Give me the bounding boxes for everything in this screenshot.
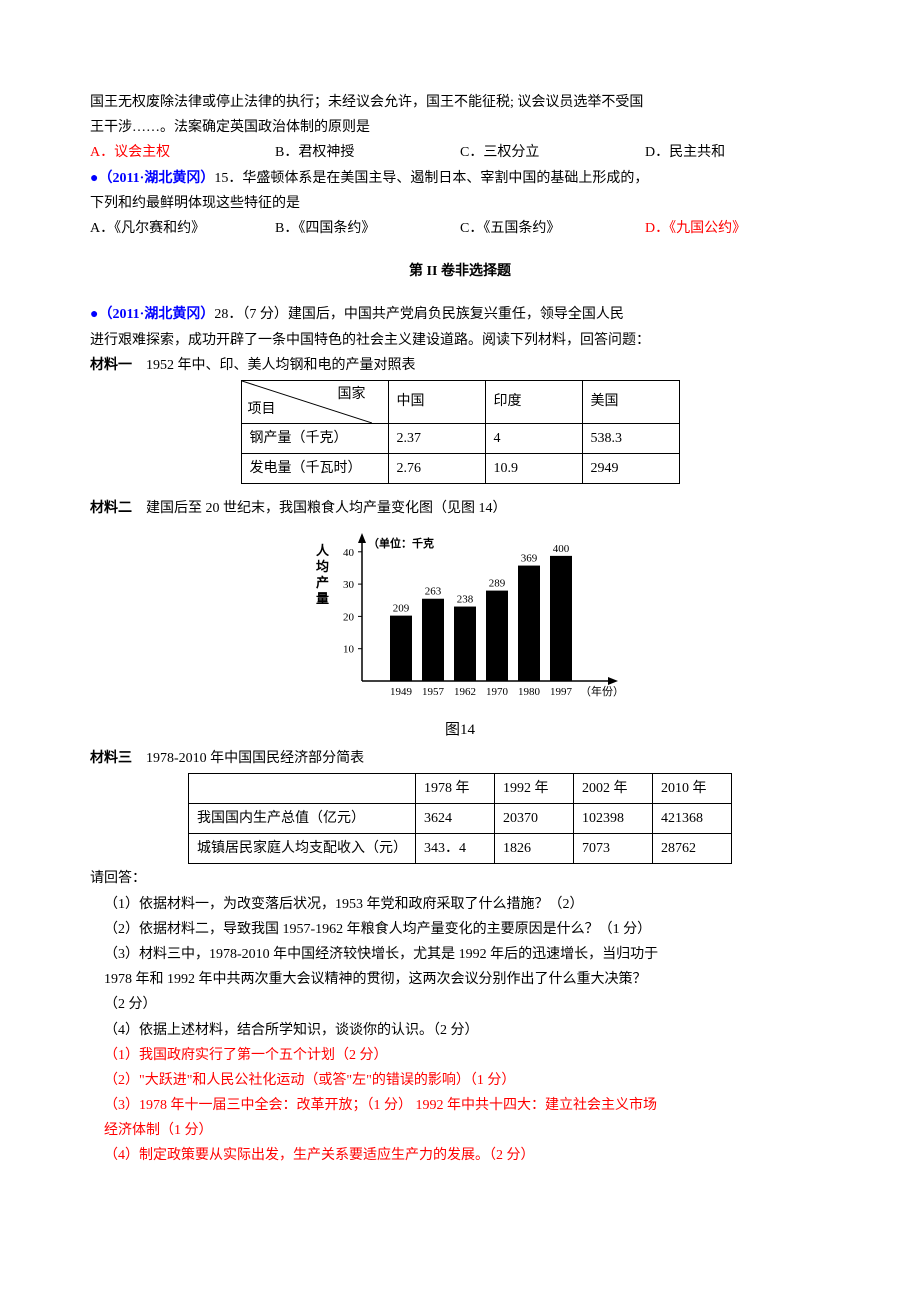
svg-text:1980: 1980 xyxy=(518,686,541,698)
chart-container: 10 20 30 40 人均产量 （单位：千克 209 1949 263 1957 238 1962 2… xyxy=(90,527,830,743)
m1-title: 1952 年中、印、美人均钢和电的产量对照表 xyxy=(146,358,416,373)
svg-text:20: 20 xyxy=(343,612,355,624)
grain-chart: 10 20 30 40 人均产量 （单位：千克 209 1949 263 1957 238 1962 2… xyxy=(300,527,620,707)
intro-opt-b: B．君权神授 xyxy=(275,140,460,165)
question-line: （3）材料三中，1978-2010 年中国经济较快增长，尤其是 1992 年后的… xyxy=(90,942,830,967)
q15-opt-d: D．《九国公约》 xyxy=(645,216,830,241)
answer-line: （2）"大跃进"和人民公社化运动（或答"左"的错误的影响）（1 分） xyxy=(90,1068,830,1093)
question-line: （4）依据上述材料，结合所学知识，谈谈你的认识。（2 分） xyxy=(90,1018,830,1043)
svg-text:1970: 1970 xyxy=(486,686,509,698)
svg-text:238: 238 xyxy=(457,594,474,606)
svg-text:1962: 1962 xyxy=(454,686,476,698)
q15-prefix: ●（2011·湖北黄冈） xyxy=(90,171,214,186)
svg-text:10: 10 xyxy=(343,644,355,656)
question-line: （1）依据材料一，为改变落后状况，1953 年党和政府采取了什么措施？（2） xyxy=(90,892,830,917)
answers-block: （1）我国政府实行了第一个五个计划（2 分）（2）"大跃进"和人民公社化运动（或… xyxy=(90,1043,830,1169)
m3-label: 材料三 xyxy=(90,751,132,766)
intro-line1: 国王无权废除法律或停止法律的执行；未经议会允许，国王不能征税; 议会议员选举不受… xyxy=(90,90,830,115)
svg-text:人: 人 xyxy=(316,543,330,558)
q15-options: A．《凡尔赛和约》 B．《四国条约》 C．《五国条约》 D．《九国公约》 xyxy=(90,216,830,241)
q15-opt-a: A．《凡尔赛和约》 xyxy=(90,216,275,241)
m2-label: 材料二 xyxy=(90,501,132,516)
intro-opt-c: C．三权分立 xyxy=(460,140,645,165)
svg-text:40: 40 xyxy=(343,547,355,559)
svg-text:（单位：千克: （单位：千克 xyxy=(368,536,434,550)
m3-title: 1978-2010 年中国国民经济部分简表 xyxy=(146,751,364,766)
svg-text:289: 289 xyxy=(489,578,506,590)
m2-line: 材料二 建国后至 20 世纪末，我国粮食人均产量变化图（见图 14） xyxy=(90,496,830,521)
m3-line: 材料三 1978-2010 年中国国民经济部分简表 xyxy=(90,746,830,771)
question-line: （2 分） xyxy=(90,992,830,1017)
svg-text:30: 30 xyxy=(343,580,355,592)
answer-line: （3）1978 年十一届三中全会：改革开放；（1 分） 1992 年中共十四大：… xyxy=(90,1093,830,1118)
table1: 国家项目中国印度美国钢产量（千克）2.374538.3发电量（千瓦时）2.761… xyxy=(241,380,680,484)
q15-opt-b: B．《四国条约》 xyxy=(275,216,460,241)
q15-line1: ●（2011·湖北黄冈）15．华盛顿体系是在美国主导、遏制日本、宰割中国的基础上… xyxy=(90,166,830,191)
svg-text:1997: 1997 xyxy=(550,686,573,698)
answer-label: 请回答： xyxy=(90,866,830,891)
q15-opt-c: C．《五国条约》 xyxy=(460,216,645,241)
answer-line: （4）制定政策要从实际出发，生产关系要适应生产力的发展。（2 分） xyxy=(90,1143,830,1168)
q15-line2: 下列和约最鲜明体现这些特征的是 xyxy=(90,191,830,216)
q28-lead1-text: 28．（7 分）建国后，中国共产党肩负民族复兴重任，领导全国人民 xyxy=(214,307,624,322)
svg-text:均: 均 xyxy=(316,559,329,574)
intro-opt-a: A．议会主权 xyxy=(90,140,275,165)
question-line: （2）依据材料二，导致我国 1957-1962 年粮食人均产量变化的主要原因是什… xyxy=(90,917,830,942)
svg-text:369: 369 xyxy=(521,553,538,565)
answer-line: （1）我国政府实行了第一个五个计划（2 分） xyxy=(90,1043,830,1068)
q15-text1: 15．华盛顿体系是在美国主导、遏制日本、宰割中国的基础上形成的， xyxy=(214,171,648,186)
section2-title: 第 II 卷非选择题 xyxy=(90,259,830,284)
intro-line2: 王干涉……。法案确定英国政治体制的原则是 xyxy=(90,115,830,140)
svg-text:量: 量 xyxy=(316,591,329,606)
answer-line: 经济体制（1 分） xyxy=(90,1118,830,1143)
questions-block: （1）依据材料一，为改变落后状况，1953 年党和政府采取了什么措施？（2）（2… xyxy=(90,892,830,1043)
svg-text:（年份）: （年份） xyxy=(580,684,620,698)
m1-line: 材料一 1952 年中、印、美人均钢和电的产量对照表 xyxy=(90,353,830,378)
q28-lead2: 进行艰难探索，成功开辟了一条中国特色的社会主义建设道路。阅读下列材料，回答问题： xyxy=(90,328,830,353)
table3: 1978 年1992 年2002 年2010 年我国国内生产总值（亿元）3624… xyxy=(188,773,732,865)
m2-title: 建国后至 20 世纪末，我国粮食人均产量变化图（见图 14） xyxy=(146,501,507,516)
intro-opt-d: D．民主共和 xyxy=(645,140,830,165)
question-line: 1978 年和 1992 年中共两次重大会议精神的贯彻，这两次会议分别作出了什么… xyxy=(90,967,830,992)
svg-text:263: 263 xyxy=(425,586,442,598)
svg-text:209: 209 xyxy=(393,603,410,615)
intro-options: A．议会主权 B．君权神授 C．三权分立 D．民主共和 xyxy=(90,140,830,165)
m1-label: 材料一 xyxy=(90,358,132,373)
q28-lead1: ●（2011·湖北黄冈）28．（7 分）建国后，中国共产党肩负民族复兴重任，领导… xyxy=(90,302,830,327)
svg-text:1957: 1957 xyxy=(422,686,445,698)
svg-text:产: 产 xyxy=(316,575,329,590)
q28-prefix: ●（2011·湖北黄冈） xyxy=(90,307,214,322)
svg-text:1949: 1949 xyxy=(390,686,413,698)
chart-caption: 图14 xyxy=(90,717,830,744)
svg-text:400: 400 xyxy=(553,543,570,555)
